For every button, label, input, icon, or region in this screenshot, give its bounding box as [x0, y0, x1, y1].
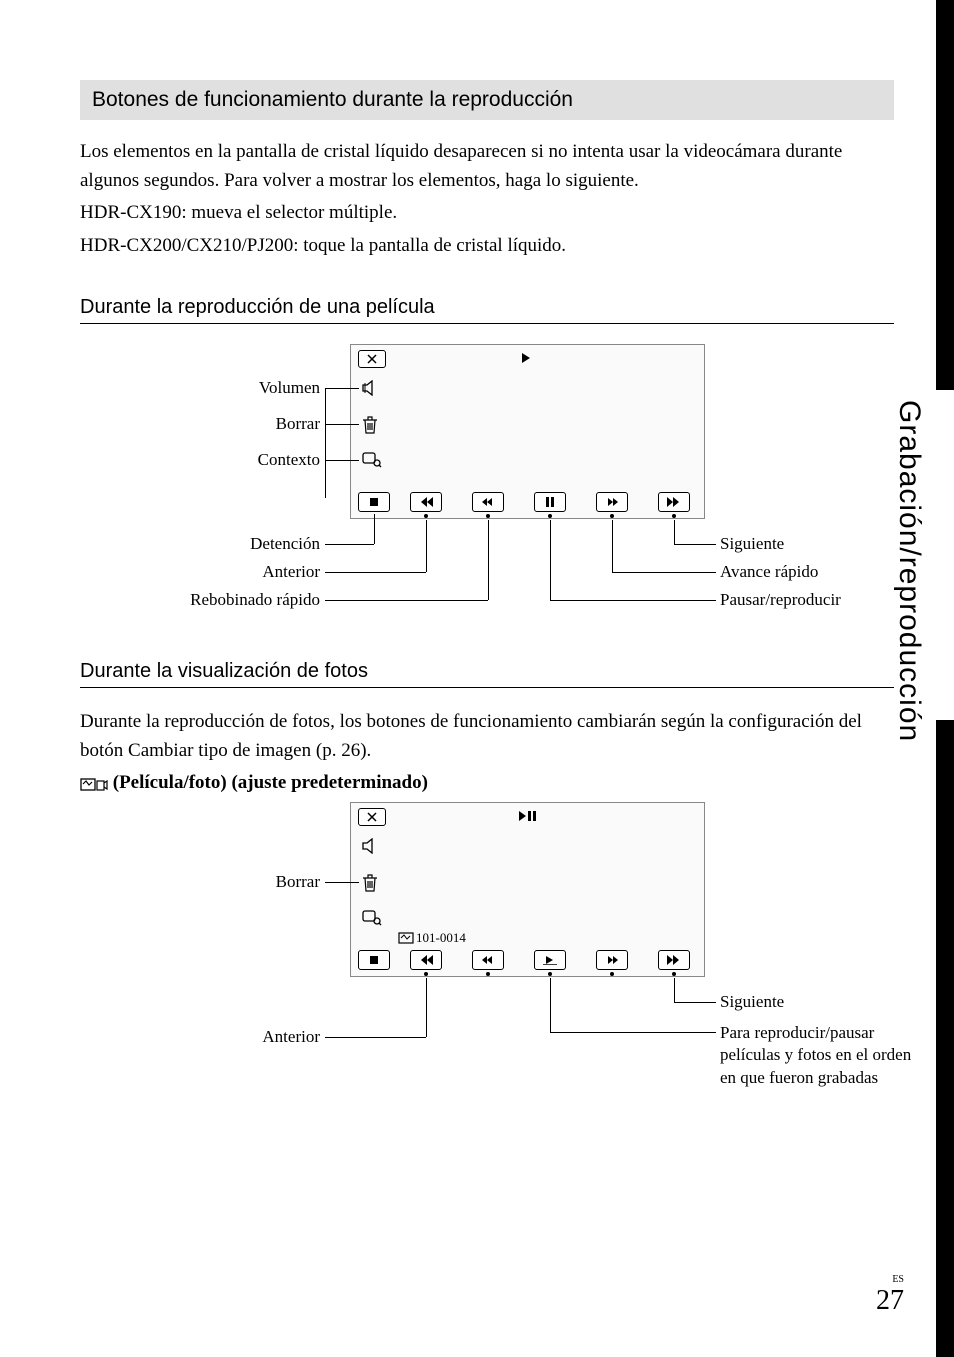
screen-outline: [350, 344, 705, 519]
stop-button: [358, 492, 390, 512]
page-number-value: 27: [876, 1285, 904, 1316]
volume-icon: [362, 380, 380, 396]
screen-outline: [350, 802, 705, 977]
callout-line: [374, 514, 375, 544]
fast-rewind-button: [472, 950, 504, 970]
callout-line: [550, 1032, 716, 1033]
movie-photo-mode-icon: [80, 776, 108, 792]
mode-label-line: (Película/foto) (ajuste predeterminado): [80, 769, 894, 798]
callout-line: [325, 388, 326, 498]
page-number: ES 27: [876, 1274, 904, 1317]
stop-button: [358, 950, 390, 970]
fast-forward-button: [596, 492, 628, 512]
label-para-reproducir: Para reproducir/pausar películas y fotos…: [720, 1022, 930, 1091]
touch-dot: [486, 972, 490, 976]
section-header: Botones de funcionamiento durante la rep…: [80, 80, 894, 120]
intro-paragraph-3: HDR-CX200/CX210/PJ200: toque la pantalla…: [80, 232, 894, 261]
callout-line: [674, 544, 716, 545]
label-rebobinado: Rebobinado rápido: [100, 590, 320, 610]
label-borrar: Borrar: [180, 414, 320, 434]
callout-line: [325, 388, 359, 389]
fast-rewind-button: [472, 492, 504, 512]
touch-dot: [672, 514, 676, 518]
volume-icon: [362, 838, 380, 854]
mode-label-text: (Película/foto) (ajuste predeterminado): [113, 772, 428, 793]
callout-line: [550, 520, 551, 600]
subsection-movie-playback: Durante la reproducción de una película: [80, 296, 894, 324]
callout-line: [426, 520, 427, 572]
callout-line: [674, 1002, 716, 1003]
callout-line: [426, 978, 427, 1037]
callout-line: [325, 544, 374, 545]
label-siguiente: Siguiente: [720, 534, 784, 554]
label-avance: Avance rápido: [720, 562, 818, 582]
subsection-photo-viewing: Durante la visualización de fotos: [80, 660, 894, 688]
callout-line: [550, 978, 551, 1032]
touch-dot: [548, 514, 552, 518]
next-button: [658, 492, 690, 512]
label-borrar: Borrar: [180, 872, 320, 892]
callout-line: [325, 882, 326, 883]
delete-icon: [362, 874, 378, 892]
folder-number: 101-0014: [416, 930, 466, 946]
slideshow-play-button: [534, 950, 566, 970]
intro-paragraph-2: HDR-CX190: mueva el selector múltiple.: [80, 199, 894, 228]
touch-dot: [672, 972, 676, 976]
photo-intro-paragraph: Durante la reproducción de fotos, los bo…: [80, 708, 894, 765]
close-button: [358, 808, 386, 826]
touch-dot: [424, 514, 428, 518]
delete-icon: [362, 416, 378, 434]
callout-line: [674, 520, 675, 544]
pause-play-button: [534, 492, 566, 512]
play-pause-indicator-icon: [518, 810, 536, 822]
label-anterior: Anterior: [160, 562, 320, 582]
label-contexto: Contexto: [180, 450, 320, 470]
play-indicator-icon: [520, 352, 532, 364]
fast-forward-button: [596, 950, 628, 970]
photo-playback-diagram: 101-0014 Borrar Anterior: [120, 802, 820, 1112]
label-anterior: Anterior: [160, 1027, 320, 1047]
label-detencion: Detención: [160, 534, 320, 554]
touch-dot: [610, 972, 614, 976]
callout-line: [325, 600, 488, 601]
touch-dot: [424, 972, 428, 976]
touch-dot: [486, 514, 490, 518]
callout-line: [612, 572, 716, 573]
callout-line: [488, 520, 489, 600]
callout-line: [674, 978, 675, 1002]
close-button: [358, 350, 386, 368]
label-volumen: Volumen: [180, 378, 320, 398]
movie-playback-diagram: Volumen Borrar Contexto Detención Anteri…: [120, 344, 820, 624]
touch-dot: [548, 972, 552, 976]
next-button: [658, 950, 690, 970]
callout-line: [325, 424, 359, 425]
folder-icon: [398, 932, 414, 944]
callout-line: [325, 572, 426, 573]
previous-button: [410, 950, 442, 970]
touch-dot: [610, 514, 614, 518]
context-icon: [362, 910, 382, 926]
page-lang: ES: [876, 1274, 904, 1285]
callout-line: [550, 600, 716, 601]
callout-line: [325, 882, 359, 883]
previous-button: [410, 492, 442, 512]
callout-line: [612, 520, 613, 572]
callout-line: [325, 1037, 426, 1038]
label-pausar: Pausar/reproducir: [720, 590, 841, 610]
intro-paragraph-1: Los elementos en la pantalla de cristal …: [80, 138, 894, 195]
context-icon: [362, 452, 382, 468]
label-siguiente: Siguiente: [720, 992, 784, 1012]
callout-line: [325, 460, 359, 461]
